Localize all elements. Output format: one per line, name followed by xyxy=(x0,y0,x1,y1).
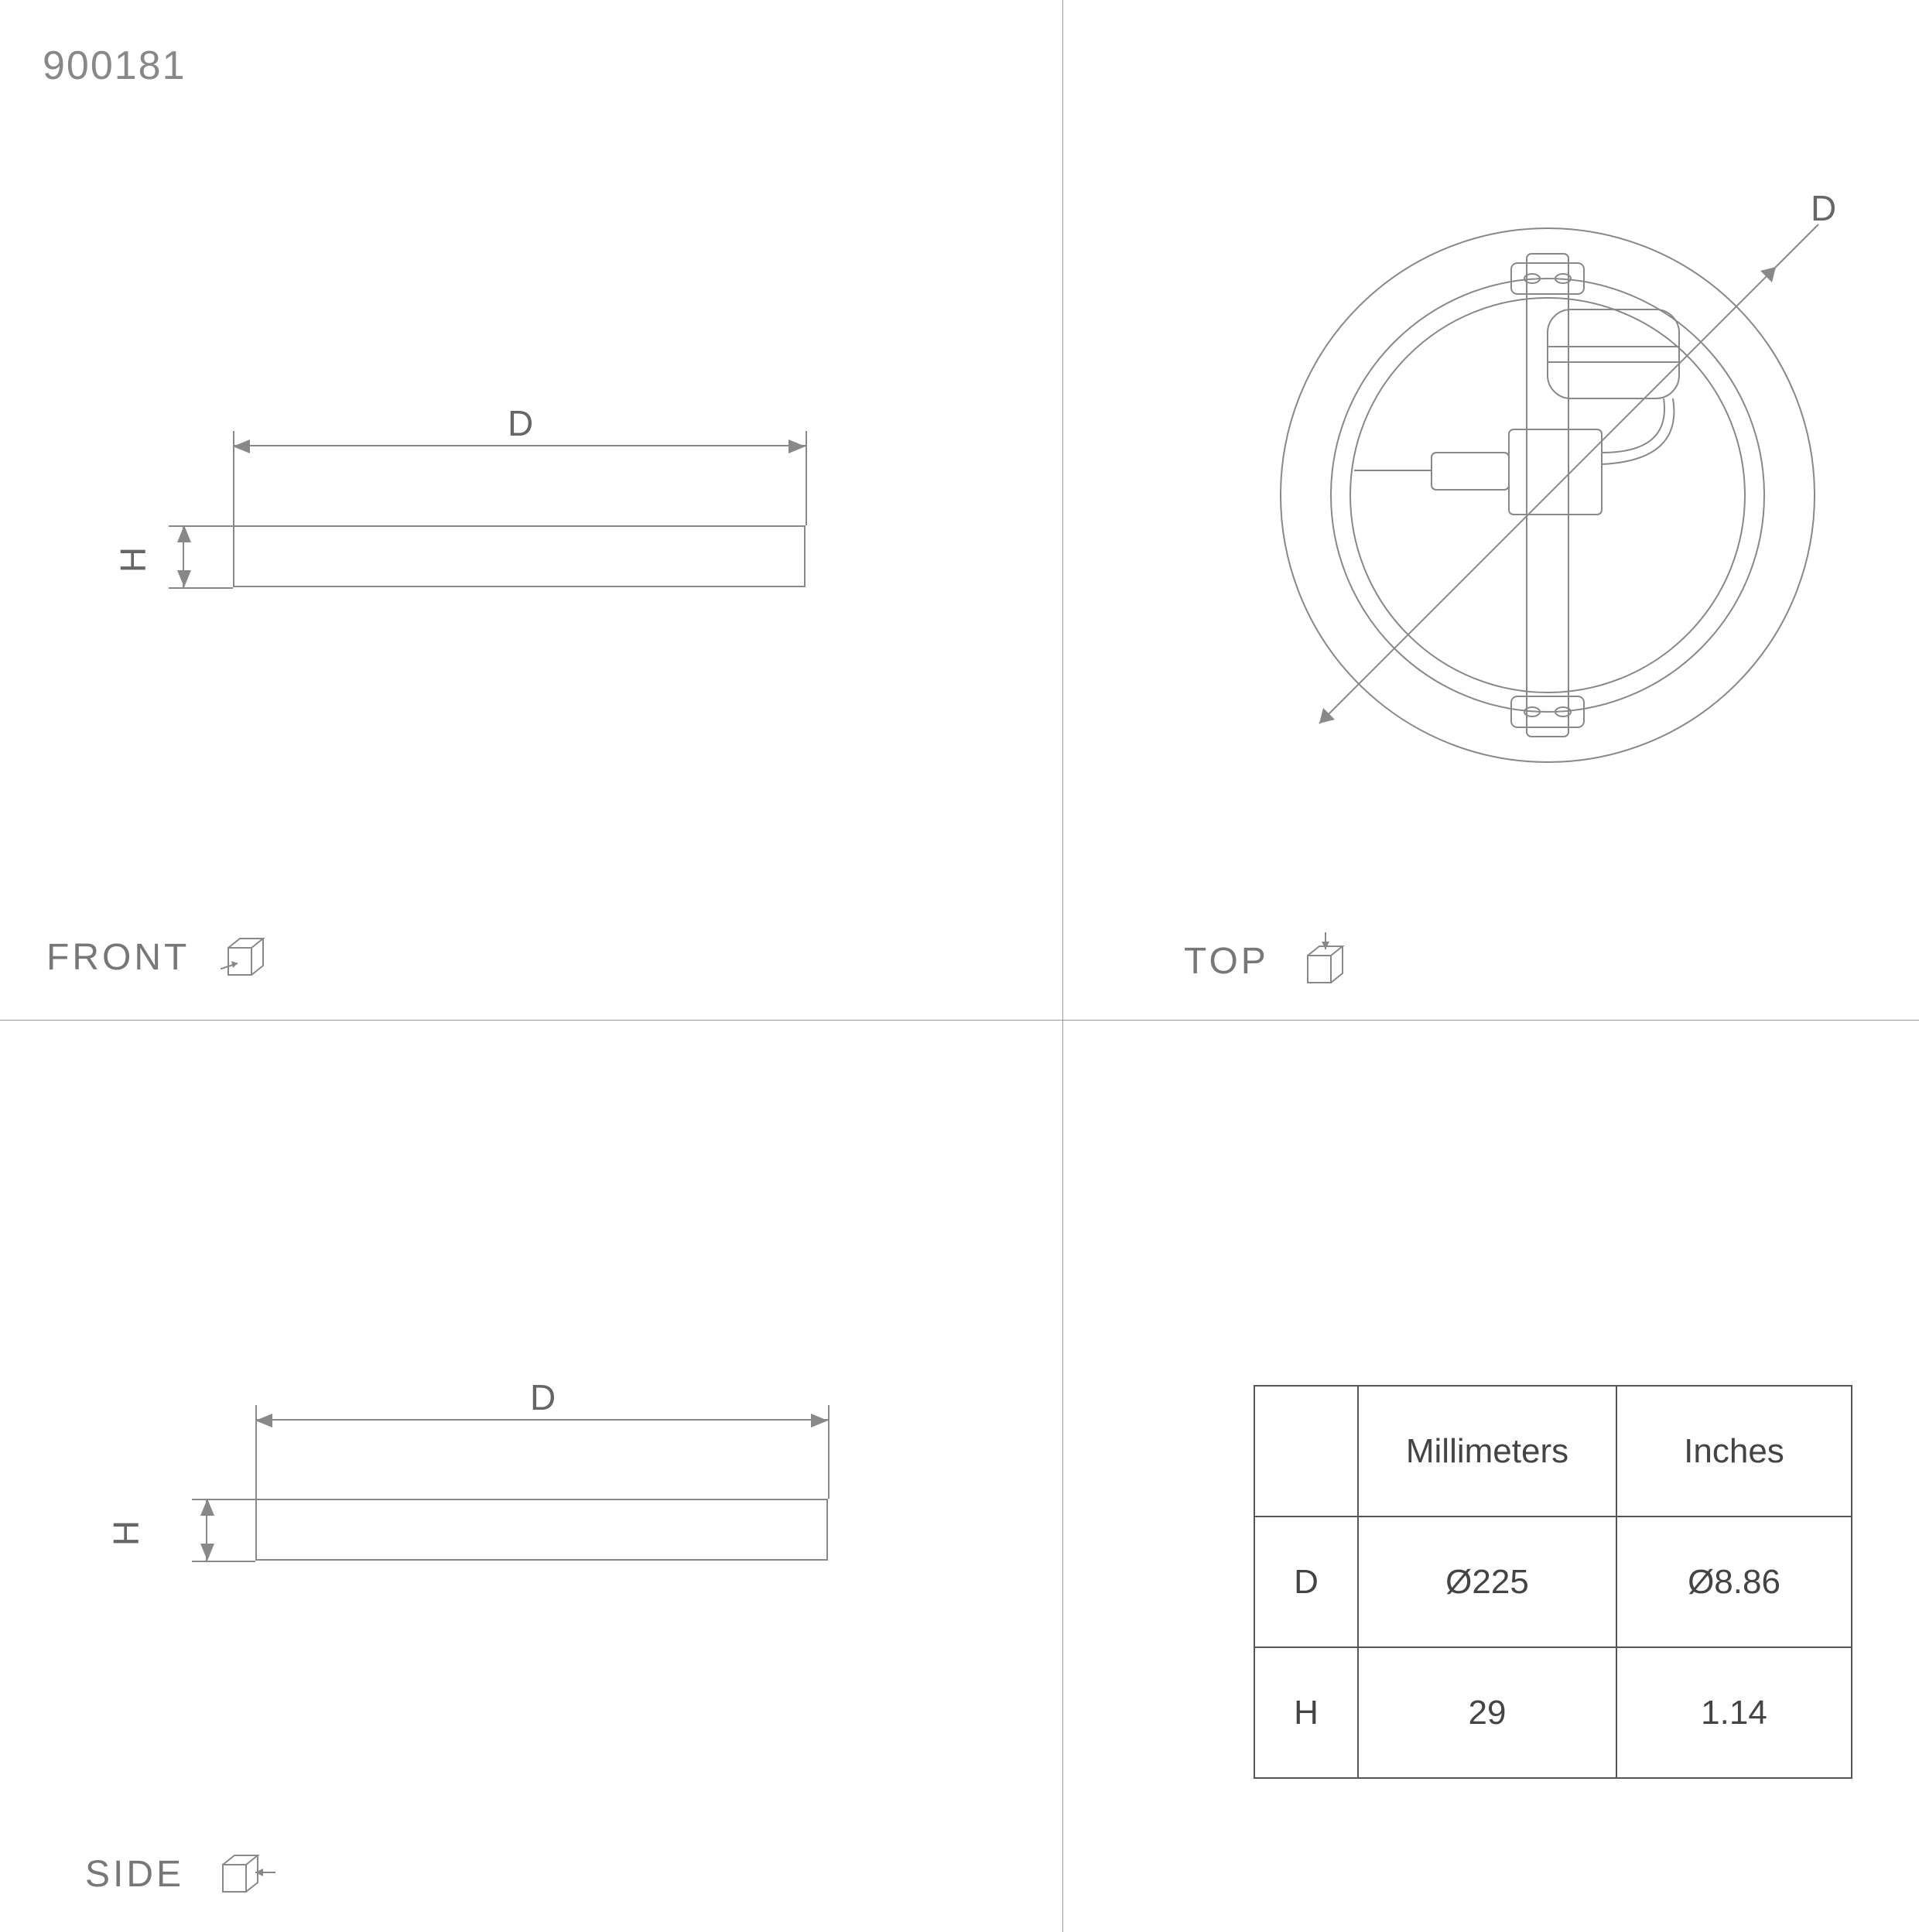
front-view-label: FRONT xyxy=(46,932,278,982)
dim-extension xyxy=(192,1499,255,1500)
dim-extension xyxy=(806,431,807,525)
table-cell: Ø225 xyxy=(1358,1517,1616,1647)
front-label-text: FRONT xyxy=(46,936,190,979)
top-cube-icon xyxy=(1300,932,1357,990)
front-profile-rect xyxy=(233,525,806,587)
side-dim-h-label: H xyxy=(105,1520,147,1546)
table-cell: D xyxy=(1254,1517,1358,1647)
front-dim-h-label: H xyxy=(112,546,154,573)
dimensions-table: MillimetersInches DØ225Ø8.86H291.14 xyxy=(1254,1385,1852,1779)
top-label-text: TOP xyxy=(1184,940,1269,983)
table-header: Inches xyxy=(1616,1386,1852,1517)
side-dim-d-line xyxy=(255,1419,828,1421)
side-dim-h-line xyxy=(206,1499,207,1561)
side-label-text: SIDE xyxy=(85,1853,184,1896)
part-number: 900181 xyxy=(43,43,186,89)
front-dim-d-label: D xyxy=(508,402,534,444)
table-row: H291.14 xyxy=(1254,1647,1852,1778)
front-dim-d-line xyxy=(233,445,806,446)
side-view-label: SIDE xyxy=(85,1849,280,1899)
table-row: DØ225Ø8.86 xyxy=(1254,1517,1852,1647)
table-header xyxy=(1254,1386,1358,1517)
divider-horizontal xyxy=(0,1020,1919,1021)
front-dim-h-line xyxy=(183,525,184,587)
side-dim-d-label: D xyxy=(530,1376,556,1418)
table-cell: H xyxy=(1254,1647,1358,1778)
drawing-sheet: 900181 D H D H xyxy=(0,0,1919,1932)
front-cube-icon xyxy=(221,932,278,982)
dim-extension xyxy=(169,587,233,589)
table-cell: Ø8.86 xyxy=(1616,1517,1852,1647)
divider-vertical xyxy=(1062,0,1063,1932)
dim-extension xyxy=(192,1561,255,1562)
side-cube-icon xyxy=(215,1849,280,1899)
top-view: D xyxy=(1199,147,1896,847)
top-dim-d-label: D xyxy=(1811,188,1836,228)
dim-extension xyxy=(828,1405,830,1499)
table-header: Millimeters xyxy=(1358,1386,1616,1517)
top-view-svg: D xyxy=(1199,147,1896,843)
dim-extension xyxy=(255,1405,257,1499)
dim-extension xyxy=(233,431,234,525)
dim-extension xyxy=(169,525,233,527)
side-profile-rect xyxy=(255,1499,828,1561)
table-cell: 1.14 xyxy=(1616,1647,1852,1778)
top-view-label: TOP xyxy=(1184,932,1357,990)
table-cell: 29 xyxy=(1358,1647,1616,1778)
